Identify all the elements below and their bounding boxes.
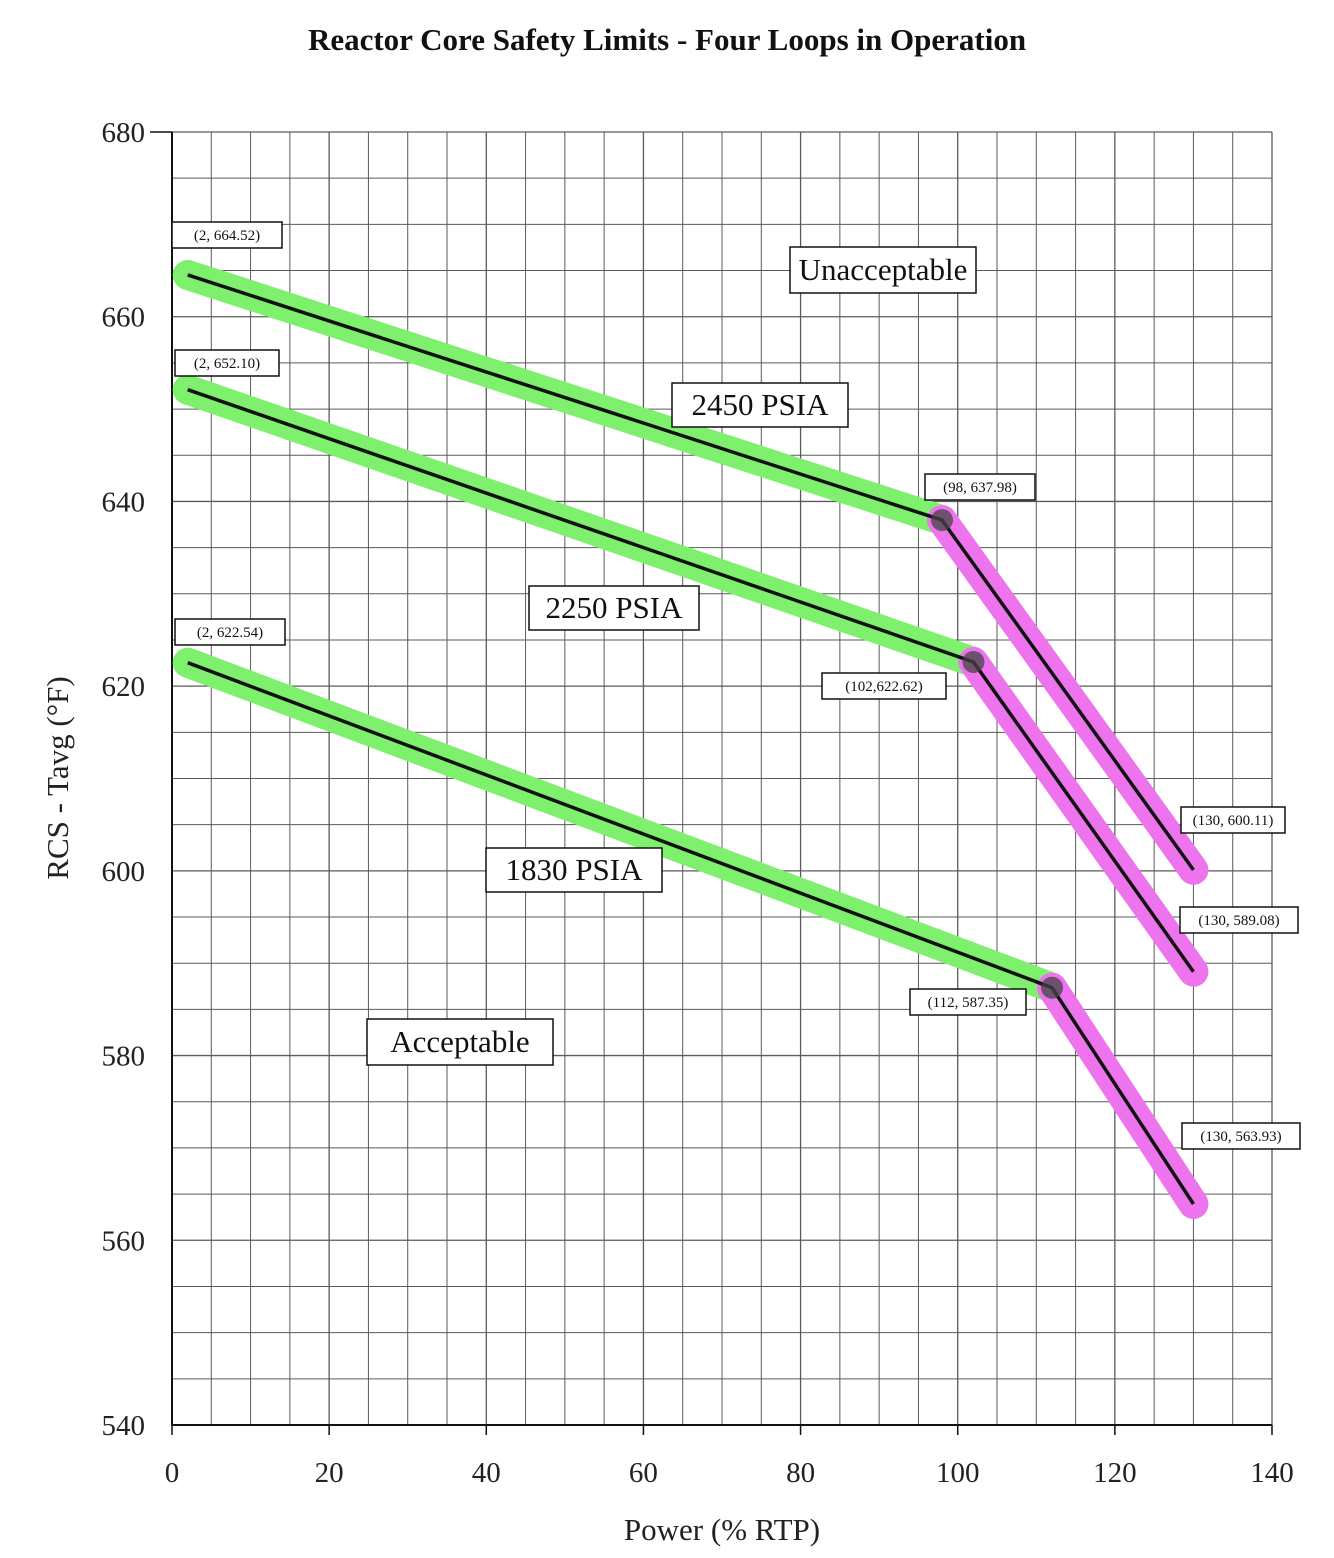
- point-label: (112, 587.35): [909, 988, 1027, 1016]
- y-tick-label: 600: [102, 856, 146, 888]
- point-label-box: [174, 349, 280, 377]
- point-label-box: [821, 672, 947, 700]
- point-label-box: [909, 988, 1027, 1016]
- series-name-label-text: 2450 PSIA: [692, 387, 830, 422]
- point-label-text: (2, 652.10): [194, 356, 260, 372]
- point-label: (102,622.62): [821, 672, 947, 700]
- point-label-text: (98, 637.98): [943, 480, 1017, 496]
- point-label-box: [1179, 906, 1299, 934]
- y-tick-label: 660: [102, 302, 146, 334]
- y-tick-label: 540: [102, 1410, 146, 1442]
- point-label-box: [174, 618, 286, 646]
- point-label-box: [924, 473, 1036, 501]
- region-label-acceptable-box: [366, 1018, 554, 1066]
- series-name-label-box: [671, 382, 849, 428]
- point-label-text: (2, 664.52): [194, 228, 260, 244]
- point-label-box: [1180, 806, 1286, 834]
- region-label-acceptable-text: Acceptable: [390, 1024, 529, 1059]
- point-label: (130, 563.93): [1181, 1122, 1301, 1150]
- y-tick-label: 640: [102, 486, 146, 518]
- y-tick-label: 560: [102, 1225, 146, 1257]
- x-tick-label: 120: [1093, 1457, 1137, 1489]
- point-label-box: [171, 221, 283, 249]
- point-label-text: (130, 589.08): [1198, 913, 1279, 929]
- point-label: (130, 600.11): [1180, 806, 1286, 834]
- point-label: (2, 664.52): [171, 221, 283, 249]
- x-tick-label: 0: [165, 1457, 180, 1489]
- x-tick-label: 140: [1250, 1457, 1294, 1489]
- point-label-text: (2, 622.54): [197, 625, 263, 641]
- series-breakpoint: [931, 509, 953, 532]
- tick-labels: 0 20 40 60 80 100 120 140 540 560 580 600 620 640 660 6…: [102, 117, 1294, 1489]
- x-tick-label: 80: [786, 1457, 815, 1489]
- x-tick-label: 60: [629, 1457, 658, 1489]
- point-label: (2, 622.54): [174, 618, 286, 646]
- y-tick-label: 680: [102, 117, 146, 149]
- y-axis-label: RCS - Tavg (°F): [40, 676, 75, 879]
- point-label-text: (112, 587.35): [928, 995, 1009, 1011]
- series-name-label-box: [528, 585, 700, 631]
- series-name-label-text: 1830 PSIA: [506, 852, 644, 887]
- series-name-label-box: [485, 847, 663, 893]
- point-label: (98, 637.98): [924, 473, 1036, 501]
- y-tick-label: 620: [102, 671, 146, 703]
- x-tick-label: 100: [936, 1457, 980, 1489]
- region-label-acceptable: Acceptable: [366, 1018, 554, 1066]
- region-label-unacceptable-box: [789, 246, 977, 294]
- point-label: (2, 652.10): [174, 349, 280, 377]
- region-label-unacceptable: Unacceptable: [789, 246, 977, 294]
- point-label-text: (102,622.62): [845, 679, 923, 695]
- chart-title: Reactor Core Safety Limits - Four Loops …: [307, 22, 1027, 57]
- series-name-label: 2250 PSIA: [528, 585, 700, 631]
- series-breakpoint: [1041, 976, 1063, 999]
- point-label: (130, 589.08): [1179, 906, 1299, 934]
- point-label-box: [1181, 1122, 1301, 1150]
- x-tick-label: 20: [315, 1457, 344, 1489]
- series-name-label: 2450 PSIA: [671, 382, 849, 428]
- series-breakpoint: [962, 650, 985, 673]
- region-label-unacceptable-text: Unacceptable: [799, 252, 968, 287]
- limit-lines: [187, 273, 1195, 1205]
- series-name-label-text: 2250 PSIA: [546, 590, 684, 625]
- y-tick-label: 580: [102, 1041, 146, 1073]
- series-name-label: 1830 PSIA: [485, 847, 663, 893]
- x-tick-label: 40: [472, 1457, 501, 1489]
- point-label-text: (130, 600.11): [1193, 813, 1274, 829]
- axes: [150, 131, 1273, 1435]
- annotations: (2, 664.52) (98, 637.98) (130, 600.11) (2, …: [171, 221, 1301, 1150]
- point-label-text: (130, 563.93): [1200, 1129, 1281, 1145]
- x-axis-label: Power (% RTP): [624, 1512, 820, 1547]
